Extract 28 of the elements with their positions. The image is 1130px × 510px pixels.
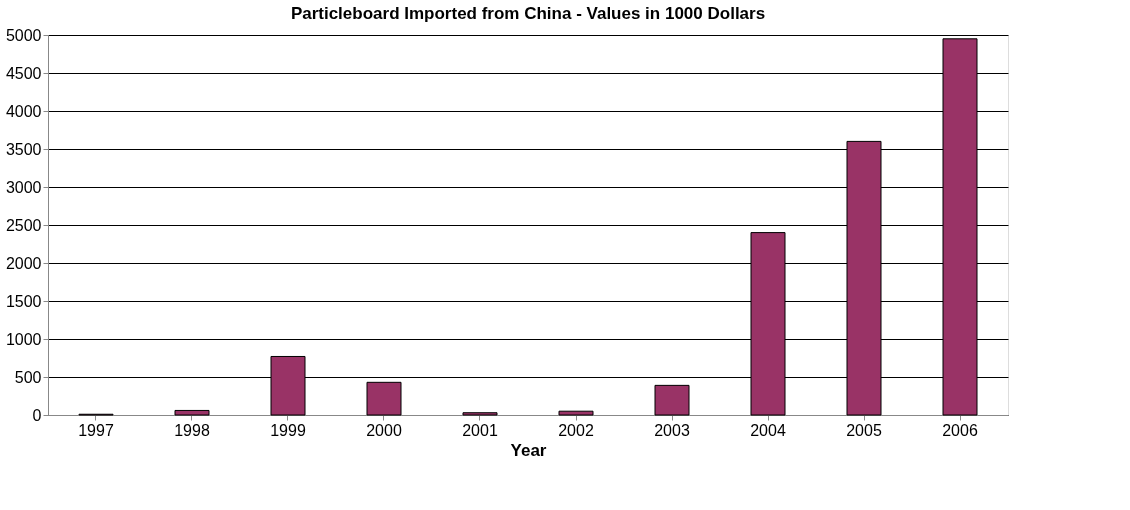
y-tick-label: 0: [32, 406, 42, 424]
y-tick-label: 5000: [5, 26, 42, 44]
y-tick-label: 3500: [5, 140, 42, 158]
x-tick-label: 1997: [78, 421, 114, 439]
x-tick-label: 2003: [654, 421, 690, 439]
x-tick-label: 2005: [846, 421, 882, 439]
x-tick-label: 2002: [558, 421, 594, 439]
y-tick-label: 2000: [5, 254, 42, 272]
y-tick-label: 4500: [5, 64, 42, 82]
y-tick-label: 3000: [5, 178, 42, 196]
bar: [558, 410, 594, 416]
x-tick-label: 2004: [750, 421, 786, 439]
bar: [654, 384, 690, 416]
x-tick-label: 2000: [366, 421, 402, 439]
chart-title: Particleboard Imported from China - Values in 1000 Dollars: [290, 4, 766, 23]
x-tick-label: 2001: [462, 421, 498, 439]
y-tick-label: 1000: [5, 330, 42, 348]
x-axis-title: Year: [510, 440, 547, 460]
x-tick-label: 2006: [942, 421, 978, 439]
y-tick-label: 1500: [5, 292, 42, 310]
x-tick-label: 1999: [270, 421, 306, 439]
y-tick-label: 2500: [5, 216, 42, 234]
bar: [366, 381, 402, 416]
y-tick-label: 500: [14, 368, 42, 386]
bar: [462, 412, 498, 416]
x-tick-label: 1998: [174, 421, 210, 439]
y-tick-label: 4000: [5, 102, 42, 120]
bar: [174, 409, 210, 416]
